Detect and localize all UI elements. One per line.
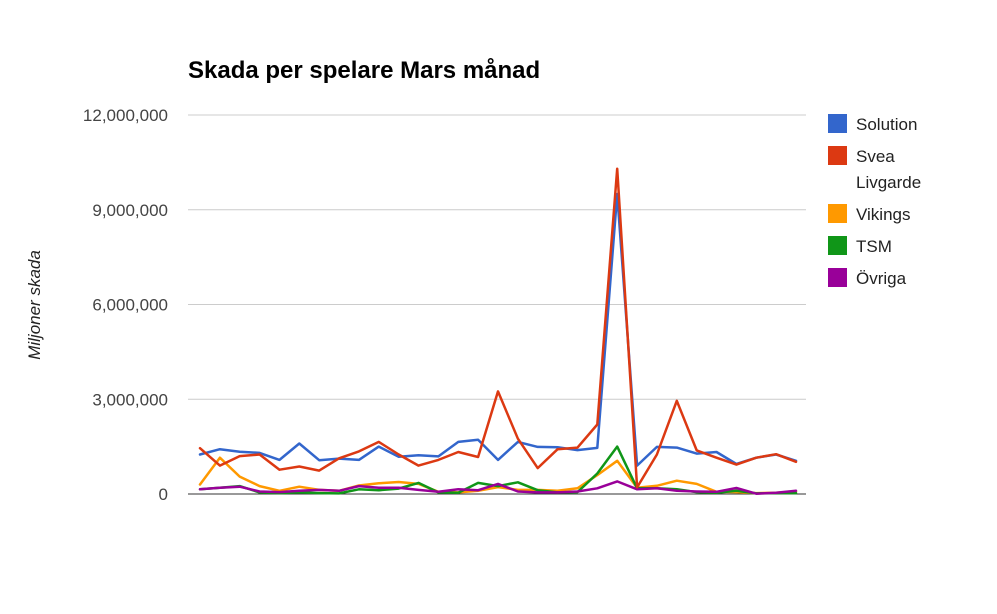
y-axis-ticks: 0 3,000,000 6,000,000 9,000,000 12,000,000 bbox=[83, 106, 168, 504]
legend-item: TSM bbox=[828, 236, 892, 256]
y-tick-label: 3,000,000 bbox=[92, 390, 168, 409]
gridlines bbox=[188, 114, 806, 400]
legend-swatch bbox=[828, 204, 847, 223]
series-line-1 bbox=[198, 167, 798, 489]
legend-item: Solution bbox=[828, 114, 917, 134]
legend-label: Solution bbox=[856, 115, 917, 134]
legend-item: Svea Livgarde bbox=[828, 146, 921, 192]
series-line-2 bbox=[198, 456, 798, 495]
y-tick-label: 9,000,000 bbox=[92, 201, 168, 220]
legend-label: Svea Livgarde bbox=[856, 147, 921, 192]
legend-swatch bbox=[828, 236, 847, 255]
y-tick-label: 6,000,000 bbox=[92, 296, 168, 315]
series-lines bbox=[198, 167, 798, 495]
legend-label: TSM bbox=[856, 237, 892, 256]
series-line-0 bbox=[198, 192, 798, 467]
legend-label: Vikings bbox=[856, 205, 911, 224]
legend: Solution Svea Livgarde Vikings TSM Övriga bbox=[828, 114, 921, 288]
y-tick-label: 0 bbox=[159, 485, 168, 504]
legend-swatch bbox=[828, 114, 847, 133]
y-axis-label: Miljoner skada bbox=[25, 250, 44, 360]
series-line-4 bbox=[198, 480, 798, 495]
chart-title: Skada per spelare Mars månad bbox=[188, 57, 540, 84]
legend-label: Övriga bbox=[856, 269, 907, 288]
legend-item: Övriga bbox=[828, 268, 907, 288]
y-tick-label: 12,000,000 bbox=[83, 106, 168, 125]
legend-item: Vikings bbox=[828, 204, 911, 224]
legend-swatch bbox=[828, 268, 847, 287]
legend-swatch bbox=[828, 146, 847, 165]
